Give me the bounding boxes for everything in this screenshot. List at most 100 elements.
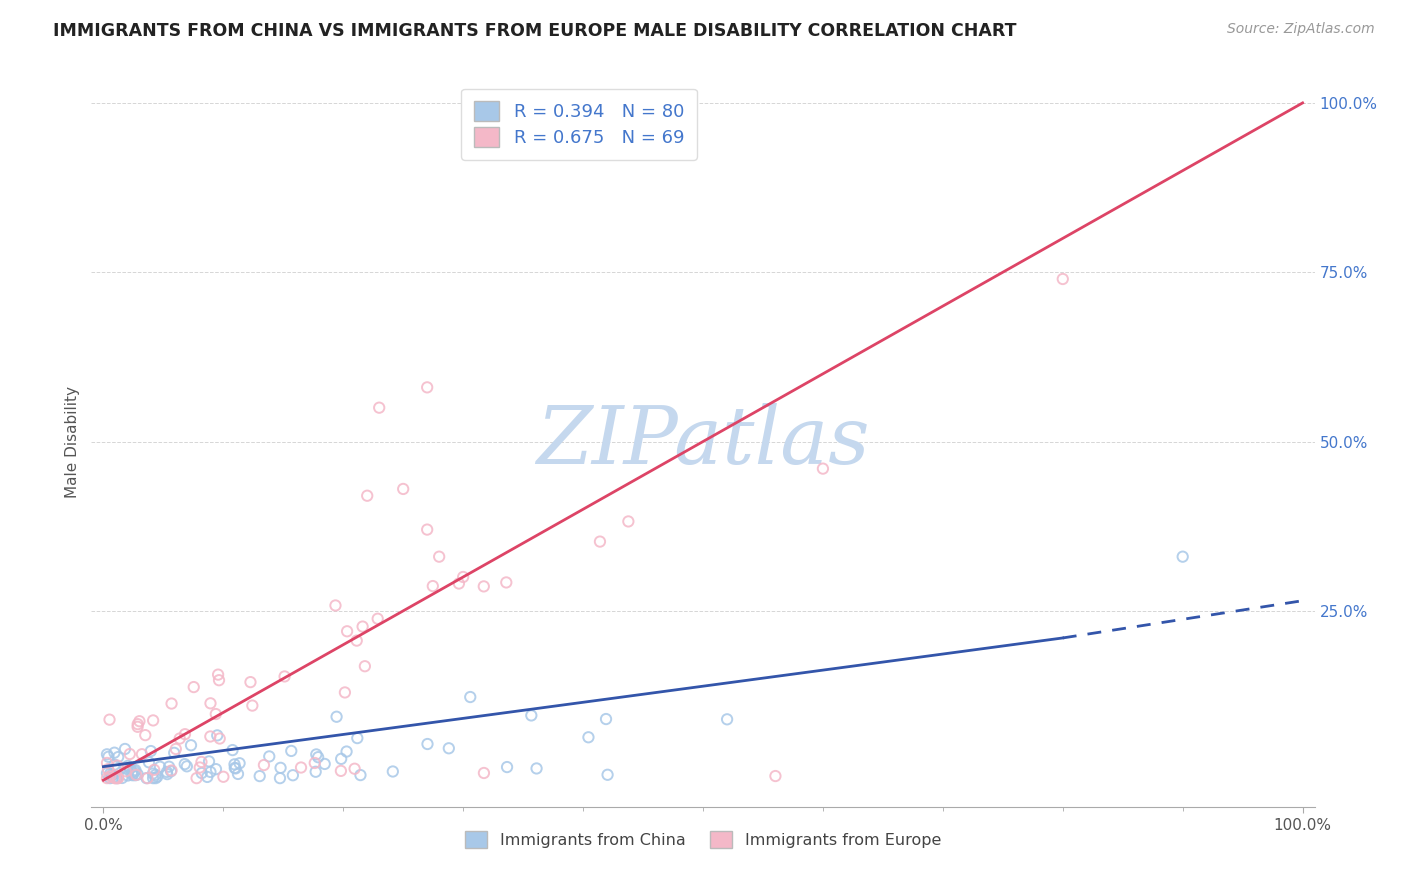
Point <box>121 768 143 782</box>
Point <box>135 771 157 785</box>
Point <box>305 747 328 762</box>
Point <box>349 768 371 782</box>
Point <box>104 771 127 785</box>
Point <box>329 764 352 778</box>
Point <box>352 619 374 633</box>
Point <box>180 738 202 752</box>
Point <box>183 680 205 694</box>
Point <box>578 731 600 745</box>
Point <box>392 482 415 496</box>
Point <box>98 767 121 781</box>
Point <box>96 756 118 770</box>
Point <box>136 771 159 785</box>
Point <box>427 549 450 564</box>
Point <box>127 720 149 734</box>
Point <box>416 737 439 751</box>
Point <box>118 747 141 761</box>
Point <box>101 768 124 782</box>
Point <box>198 755 221 769</box>
Point <box>173 757 195 772</box>
Point <box>142 714 165 728</box>
Point <box>472 579 495 593</box>
Point <box>97 762 120 776</box>
Point <box>208 673 231 688</box>
Point <box>142 766 165 780</box>
Point <box>249 769 271 783</box>
Point <box>520 708 543 723</box>
Point <box>127 767 149 781</box>
Point <box>224 757 246 772</box>
Point <box>156 764 179 779</box>
Point <box>163 746 186 760</box>
Point <box>314 756 336 771</box>
Point <box>124 768 146 782</box>
Point <box>207 667 229 681</box>
Point <box>101 771 124 785</box>
Point <box>1171 549 1194 564</box>
Point <box>97 749 120 764</box>
Point <box>145 768 167 782</box>
Point <box>145 771 167 785</box>
Point <box>146 770 169 784</box>
Point <box>333 685 356 699</box>
Point <box>128 714 150 729</box>
Point <box>224 761 246 775</box>
Point <box>160 697 183 711</box>
Point <box>176 759 198 773</box>
Point <box>589 534 612 549</box>
Point <box>174 727 197 741</box>
Point <box>200 764 222 779</box>
Point <box>496 760 519 774</box>
Point <box>221 743 243 757</box>
Point <box>142 771 165 785</box>
Point <box>111 771 134 785</box>
Point <box>107 771 129 785</box>
Point <box>305 764 328 779</box>
Point <box>325 599 347 613</box>
Point <box>765 769 787 783</box>
Point <box>105 771 128 785</box>
Point <box>253 758 276 772</box>
Point <box>346 633 368 648</box>
Point <box>1052 272 1074 286</box>
Point <box>114 742 136 756</box>
Text: ZIPatlas: ZIPatlas <box>536 403 870 480</box>
Point <box>160 764 183 779</box>
Point <box>117 768 139 782</box>
Point <box>212 770 235 784</box>
Point <box>160 764 183 778</box>
Point <box>226 767 249 781</box>
Point <box>270 761 292 775</box>
Point <box>107 771 129 785</box>
Legend: Immigrants from China, Immigrants from Europe: Immigrants from China, Immigrants from E… <box>458 825 948 855</box>
Point <box>596 768 619 782</box>
Point <box>207 728 229 742</box>
Point <box>811 461 834 475</box>
Point <box>125 768 148 782</box>
Point <box>98 771 121 785</box>
Point <box>186 771 208 785</box>
Point <box>121 767 143 781</box>
Point <box>169 731 191 746</box>
Point <box>354 659 377 673</box>
Point <box>96 771 118 785</box>
Point <box>595 712 617 726</box>
Point <box>200 730 222 744</box>
Point <box>330 752 353 766</box>
Point <box>205 762 228 776</box>
Point <box>259 749 281 764</box>
Point <box>526 761 548 775</box>
Point <box>149 760 172 774</box>
Point <box>458 690 481 704</box>
Point <box>368 401 391 415</box>
Point <box>124 764 146 779</box>
Text: IMMIGRANTS FROM CHINA VS IMMIGRANTS FROM EUROPE MALE DISABILITY CORRELATION CHAR: IMMIGRANTS FROM CHINA VS IMMIGRANTS FROM… <box>53 22 1017 40</box>
Point <box>104 771 127 785</box>
Point <box>120 761 142 775</box>
Point <box>269 771 291 785</box>
Point <box>200 696 222 710</box>
Point <box>416 380 439 394</box>
Point <box>190 755 212 769</box>
Point <box>103 746 125 760</box>
Point <box>617 515 640 529</box>
